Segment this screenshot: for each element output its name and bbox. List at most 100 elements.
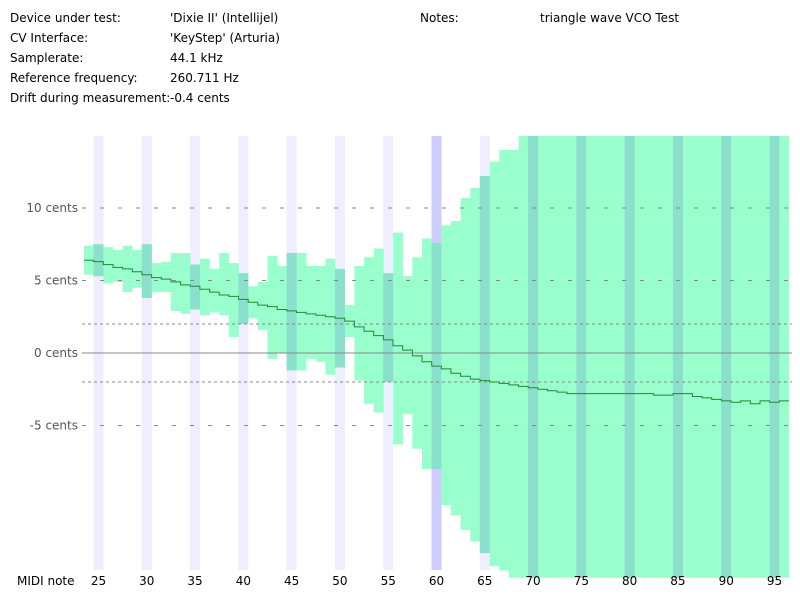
- x-tick-label: 55: [381, 574, 396, 588]
- x-tick-label: 40: [236, 574, 251, 588]
- stripe-band-overlap: [624, 136, 635, 578]
- info-value: 44.1 kHz: [170, 51, 223, 65]
- deviation-band: [557, 136, 568, 578]
- deviation-band: [615, 136, 626, 578]
- info-label: Drift during measurement:: [10, 91, 171, 105]
- x-tick-label: 45: [284, 574, 299, 588]
- x-tick-label: 65: [477, 574, 492, 588]
- deviation-band: [180, 252, 191, 314]
- deviation-band: [315, 266, 326, 362]
- x-tick-label: 75: [574, 574, 589, 588]
- deviation-band: [460, 197, 471, 530]
- deviation-band: [450, 221, 461, 516]
- x-tick-label: 80: [622, 574, 637, 588]
- deviation-band: [586, 136, 597, 578]
- deviation-band: [364, 257, 375, 404]
- deviation-band: [711, 136, 722, 578]
- info-label: Device under test:: [10, 11, 121, 25]
- deviation-band: [267, 255, 278, 359]
- x-tick-label: 35: [187, 574, 202, 588]
- deviation-band: [644, 136, 655, 578]
- stripe-band-overlap: [576, 136, 587, 578]
- deviation-band: [731, 136, 741, 578]
- deviation-band: [595, 136, 606, 578]
- deviation-band: [132, 250, 143, 288]
- x-tick-label: 90: [719, 574, 734, 588]
- stripe-band-overlap: [721, 136, 732, 578]
- stripe-band-overlap: [672, 136, 683, 578]
- stripe-overlaps: [93, 136, 780, 578]
- stripe-band-overlap: [190, 264, 201, 310]
- deviation-band: [103, 247, 114, 284]
- deviation-band: [470, 187, 481, 542]
- deviation-band: [257, 281, 268, 330]
- deviation-band: [306, 266, 317, 359]
- x-tick-label: 95: [767, 574, 782, 588]
- deviation-band: [296, 252, 307, 371]
- stripe-band-overlap: [528, 136, 539, 578]
- info-value: -0.4 cents: [170, 91, 230, 105]
- deviation-band: [663, 136, 674, 578]
- info-value: 'Dixie II' (Intellijel): [170, 11, 279, 25]
- x-tick-label: 60: [429, 574, 444, 588]
- x-tick-label: 85: [670, 574, 685, 588]
- deviation-band: [634, 136, 645, 578]
- deviation-band: [219, 252, 230, 316]
- deviation-band: [537, 136, 548, 578]
- deviation-band: [161, 261, 172, 293]
- deviation-band: [489, 161, 500, 567]
- y-tick-label: 10 cents: [26, 201, 78, 215]
- deviation-band: [508, 150, 519, 578]
- y-tick-label: 0 cents: [34, 346, 78, 360]
- deviation-band: [112, 250, 123, 282]
- deviation-band: [373, 248, 384, 413]
- stripe-band-overlap: [238, 273, 249, 324]
- deviation-band: [653, 136, 664, 578]
- x-tick-label: 25: [91, 574, 106, 588]
- grid-lines: [82, 207, 792, 426]
- info-label: Reference frequency:: [10, 71, 138, 85]
- deviation-band: [499, 150, 510, 571]
- stripe-band-overlap: [93, 244, 104, 277]
- x-tick-label: 70: [525, 574, 540, 588]
- deviation-band: [393, 232, 403, 445]
- mean-deviation-line: [84, 259, 789, 405]
- y-tick-labels: 10 cents 5 cents 0 cents -5 cents: [26, 201, 78, 433]
- stripe-band-overlap: [479, 176, 490, 554]
- deviation-band: [209, 268, 220, 313]
- deviation-band: [750, 136, 761, 578]
- deviation-band: [760, 136, 770, 578]
- y-tick-label: 5 cents: [34, 274, 78, 288]
- deviation-band: [402, 276, 413, 414]
- stripe-band-overlap: [383, 273, 394, 382]
- notes-value: triangle wave VCO Test: [540, 11, 680, 25]
- deviation-band: [605, 136, 616, 578]
- stripe-band-overlap: [431, 242, 442, 469]
- y-tick-label: -5 cents: [30, 419, 78, 433]
- deviation-band: [422, 238, 432, 469]
- notes-label: Notes:: [420, 11, 459, 25]
- deviation-band: [740, 136, 751, 578]
- stripe-band-overlap: [769, 136, 780, 578]
- stripe-band-overlap: [286, 252, 297, 371]
- deviation-band: [518, 136, 529, 578]
- x-tick-label: 50: [332, 574, 347, 588]
- info-label: CV Interface:: [10, 31, 89, 45]
- info-value: 'KeyStep' (Arturia): [170, 31, 280, 45]
- deviation-band: [441, 225, 452, 506]
- info-label: Samplerate:: [10, 51, 84, 65]
- info-value: 260.711 Hz: [170, 71, 239, 85]
- deviation-band: [228, 263, 239, 338]
- deviation-band: [199, 258, 210, 316]
- deviation-band: [702, 136, 713, 578]
- deviation-band: [682, 136, 693, 578]
- x-tick-labels: 25 30 35 40 45 50 55 60 65 70 75 80 85 90 95: [91, 574, 782, 588]
- deviation-band: [566, 136, 577, 578]
- deviation-band: [354, 266, 365, 381]
- stripe-band-overlap: [141, 244, 152, 298]
- x-tick-label: 30: [139, 574, 154, 588]
- x-axis-label: MIDI note: [17, 574, 75, 588]
- deviation-band: [779, 136, 790, 578]
- deviation-band: [547, 136, 558, 578]
- deviation-band: [692, 136, 703, 578]
